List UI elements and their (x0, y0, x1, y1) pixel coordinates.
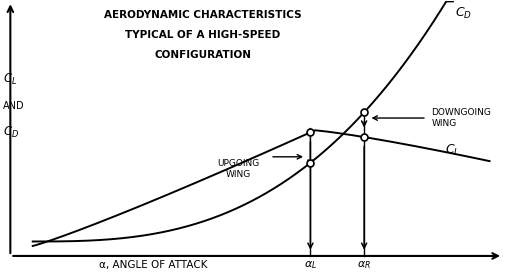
Text: CONFIGURATION: CONFIGURATION (154, 50, 251, 60)
Text: $C_L$: $C_L$ (3, 72, 17, 87)
Text: AERODYNAMIC CHARACTERISTICS: AERODYNAMIC CHARACTERISTICS (104, 10, 302, 20)
Text: DOWNGOING
WING: DOWNGOING WING (431, 108, 491, 128)
Text: $C_D$: $C_D$ (455, 6, 472, 21)
Text: $C_D$: $C_D$ (3, 125, 19, 140)
Text: $\alpha_R$: $\alpha_R$ (357, 259, 371, 271)
Text: TYPICAL OF A HIGH-SPEED: TYPICAL OF A HIGH-SPEED (125, 30, 280, 40)
Text: $\alpha_L$: $\alpha_L$ (304, 259, 317, 271)
Text: AND: AND (3, 101, 24, 111)
Text: UPGOING
WING: UPGOING WING (217, 159, 260, 179)
Text: $C_L$: $C_L$ (445, 143, 460, 158)
Text: α, ANGLE OF ATTACK: α, ANGLE OF ATTACK (100, 260, 208, 270)
